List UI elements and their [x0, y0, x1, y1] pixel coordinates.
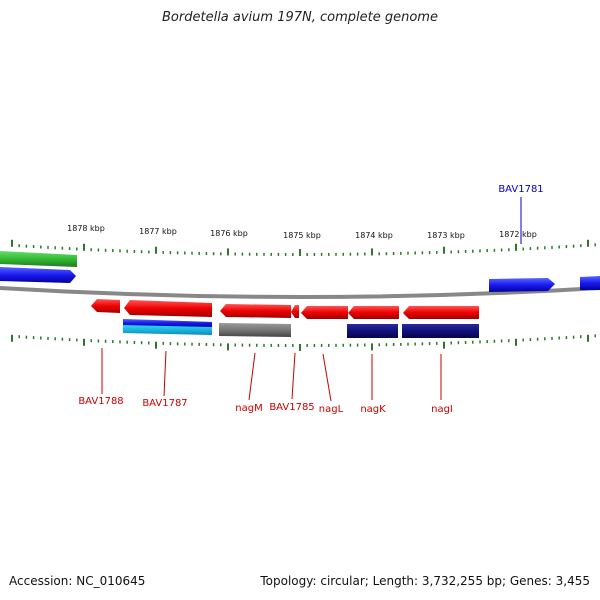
reverse-gene-nagi[interactable] [403, 306, 479, 319]
leader-line [248, 352, 256, 401]
navy-feature[interactable] [402, 324, 479, 338]
gene-label-nagm[interactable]: nagM [235, 403, 262, 414]
kbp-label: 1874 kbp [355, 231, 393, 240]
genome-summary: Topology: circular; Length: 3,732,255 bp… [260, 574, 590, 588]
leader-line [322, 353, 332, 402]
kbp-label: 1878 kbp [67, 224, 105, 233]
reverse-gene-nagl[interactable] [301, 306, 348, 319]
lower-tick-row [11, 334, 596, 351]
upper-tick-row [11, 239, 596, 256]
forward-gene-arrow[interactable] [580, 276, 600, 290]
gene-label-nagk[interactable]: nagK [360, 404, 386, 415]
gene-label-bav1787[interactable]: BAV1787 [142, 398, 187, 409]
gene-label-bav1781[interactable]: BAV1781 [498, 184, 543, 195]
gene-label-bav1788[interactable]: BAV1788 [78, 396, 123, 407]
kbp-label: 1876 kbp [210, 229, 248, 238]
gene-label-nagi[interactable]: nagI [431, 404, 453, 415]
gene-label-nagl[interactable]: nagL [319, 404, 344, 415]
reverse-gene-bav1788[interactable] [91, 299, 120, 313]
kbp-label: 1873 kbp [427, 231, 465, 240]
accession-text: Accession: NC_010645 [9, 574, 146, 588]
kbp-label: 1877 kbp [139, 227, 177, 236]
leader-line [163, 350, 167, 397]
kbp-label: 1875 kbp [283, 231, 321, 240]
forward-gene-bav1781[interactable] [489, 278, 555, 292]
genome-backbone [0, 286, 600, 299]
green-feature[interactable] [0, 251, 77, 267]
reverse-gene-nagm[interactable] [220, 304, 291, 318]
leader-line [291, 352, 296, 400]
forward-gene-arrow[interactable] [0, 267, 76, 283]
navy-feature[interactable] [347, 324, 398, 338]
reverse-gene-bav1785[interactable] [291, 305, 299, 318]
reverse-gene-bav1787[interactable] [124, 300, 212, 317]
forward-strip [123, 319, 212, 327]
reverse-gene-nagk[interactable] [348, 306, 399, 319]
gray-feature[interactable] [219, 323, 291, 337]
kbp-label: 1872 kbp [499, 230, 537, 239]
gene-label-bav1785[interactable]: BAV1785 [269, 402, 314, 413]
page-title: Bordetella avium 197N, complete genome [162, 10, 438, 25]
